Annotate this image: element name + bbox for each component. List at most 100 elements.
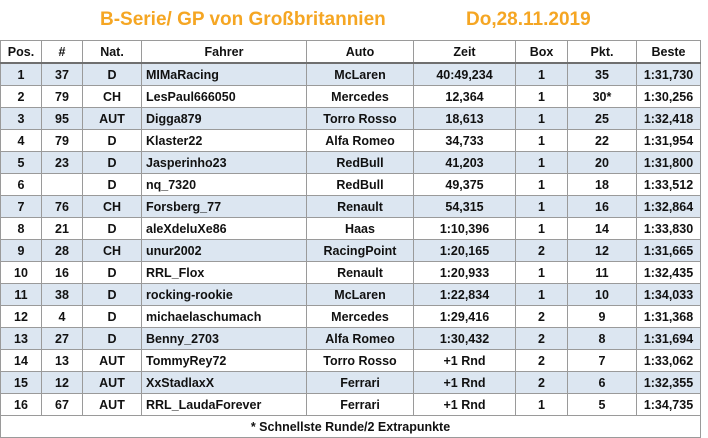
box-cell: 1 [515, 107, 568, 130]
time-cell: 1:29,416 [413, 305, 516, 328]
nationality-cell: AUT [82, 393, 142, 416]
car-number-cell: 37 [41, 62, 83, 86]
car-cell: Renault [306, 261, 414, 284]
car-number-cell: 27 [41, 327, 83, 350]
best-lap-cell: 1:33,062 [636, 349, 701, 372]
driver-cell: nq_7320 [141, 173, 307, 196]
time-cell: 40:49,234 [413, 62, 516, 86]
points-cell: 25 [567, 107, 637, 130]
box-cell: 2 [515, 239, 568, 262]
car-cell: Mercedes [306, 85, 414, 108]
points-cell: 22 [567, 129, 637, 152]
car-number-cell: 12 [41, 371, 83, 394]
time-cell: +1 Rnd [413, 371, 516, 394]
car-cell: McLaren [306, 62, 414, 86]
car-cell: McLaren [306, 283, 414, 306]
position-cell: 9 [0, 239, 42, 262]
car-number-cell: 28 [41, 239, 83, 262]
car-cell: RacingPoint [306, 239, 414, 262]
time-cell: 1:22,834 [413, 283, 516, 306]
best-lap-cell: 1:31,954 [636, 129, 701, 152]
nationality-cell: D [82, 129, 142, 152]
car-cell: Alfa Romeo [306, 129, 414, 152]
driver-cell: unur2002 [141, 239, 307, 262]
time-cell: +1 Rnd [413, 393, 516, 416]
nationality-cell: D [82, 305, 142, 328]
car-cell: Torro Rosso [306, 349, 414, 372]
nationality-cell: CH [82, 195, 142, 218]
table-header: Pos. # Nat. Fahrer Auto Zeit Box Pkt. Beste [0, 40, 701, 64]
box-cell: 2 [515, 327, 568, 350]
points-cell: 18 [567, 173, 637, 196]
position-cell: 16 [0, 393, 42, 416]
best-lap-cell: 1:32,418 [636, 107, 701, 130]
position-cell: 3 [0, 107, 42, 130]
table-row: 9 28 CH unur2002 RacingPoint 1:20,165 2 12 1:31,… [0, 239, 701, 262]
position-cell: 15 [0, 371, 42, 394]
car-number-cell: 79 [41, 129, 83, 152]
points-cell: 11 [567, 261, 637, 284]
best-lap-cell: 1:33,512 [636, 173, 701, 196]
position-cell: 11 [0, 283, 42, 306]
column-header: Nat. [82, 40, 142, 64]
car-cell: Ferrari [306, 393, 414, 416]
best-lap-cell: 1:32,864 [636, 195, 701, 218]
box-cell: 1 [515, 217, 568, 240]
table-row: 3 95 AUT Digga879 Torro Rosso 18,613 1 25 1:32,4… [0, 107, 701, 130]
race-date: Do,28.11.2019 [466, 9, 591, 30]
best-lap-cell: 1:34,735 [636, 393, 701, 416]
footnote: * Schnellste Runde/2 Extrapunkte [0, 415, 701, 438]
points-cell: 30* [567, 85, 637, 108]
nationality-cell: D [82, 173, 142, 196]
car-cell: Alfa Romeo [306, 327, 414, 350]
nationality-cell: D [82, 151, 142, 174]
table-row: 10 16 D RRL_Flox Renault 1:20,933 1 11 1:32,435 [0, 261, 701, 284]
time-cell: 18,613 [413, 107, 516, 130]
driver-cell: RRL_Flox [141, 261, 307, 284]
column-header: Auto [306, 40, 414, 64]
car-cell: RedBull [306, 151, 414, 174]
position-cell: 2 [0, 85, 42, 108]
best-lap-cell: 1:30,256 [636, 85, 701, 108]
nationality-cell: D [82, 62, 142, 86]
nationality-cell: CH [82, 85, 142, 108]
car-number-cell: 16 [41, 261, 83, 284]
nationality-cell: D [82, 217, 142, 240]
table-row: 4 79 D Klaster22 Alfa Romeo 34,733 1 22 1:31,954 [0, 129, 701, 152]
best-lap-cell: 1:31,694 [636, 327, 701, 350]
best-lap-cell: 1:31,368 [636, 305, 701, 328]
car-cell: Torro Rosso [306, 107, 414, 130]
column-header: Pos. [0, 40, 42, 64]
time-cell: 49,375 [413, 173, 516, 196]
column-header: Zeit [413, 40, 516, 64]
best-lap-cell: 1:34,033 [636, 283, 701, 306]
box-cell: 2 [515, 371, 568, 394]
nationality-cell: AUT [82, 371, 142, 394]
best-lap-cell: 1:31,665 [636, 239, 701, 262]
time-cell: 34,733 [413, 129, 516, 152]
nationality-cell: D [82, 283, 142, 306]
box-cell: 2 [515, 305, 568, 328]
points-cell: 6 [567, 371, 637, 394]
position-cell: 14 [0, 349, 42, 372]
box-cell: 1 [515, 283, 568, 306]
driver-cell: Forsberg_77 [141, 195, 307, 218]
car-number-cell: 38 [41, 283, 83, 306]
box-cell: 1 [515, 151, 568, 174]
position-cell: 13 [0, 327, 42, 350]
points-cell: 9 [567, 305, 637, 328]
best-lap-cell: 1:32,355 [636, 371, 701, 394]
position-cell: 4 [0, 129, 42, 152]
position-cell: 7 [0, 195, 42, 218]
box-cell: 1 [515, 129, 568, 152]
box-cell: 1 [515, 62, 568, 86]
time-cell: 1:10,396 [413, 217, 516, 240]
nationality-cell: AUT [82, 107, 142, 130]
points-cell: 7 [567, 349, 637, 372]
box-cell: 1 [515, 261, 568, 284]
position-cell: 10 [0, 261, 42, 284]
best-lap-cell: 1:32,435 [636, 261, 701, 284]
car-number-cell: 13 [41, 349, 83, 372]
